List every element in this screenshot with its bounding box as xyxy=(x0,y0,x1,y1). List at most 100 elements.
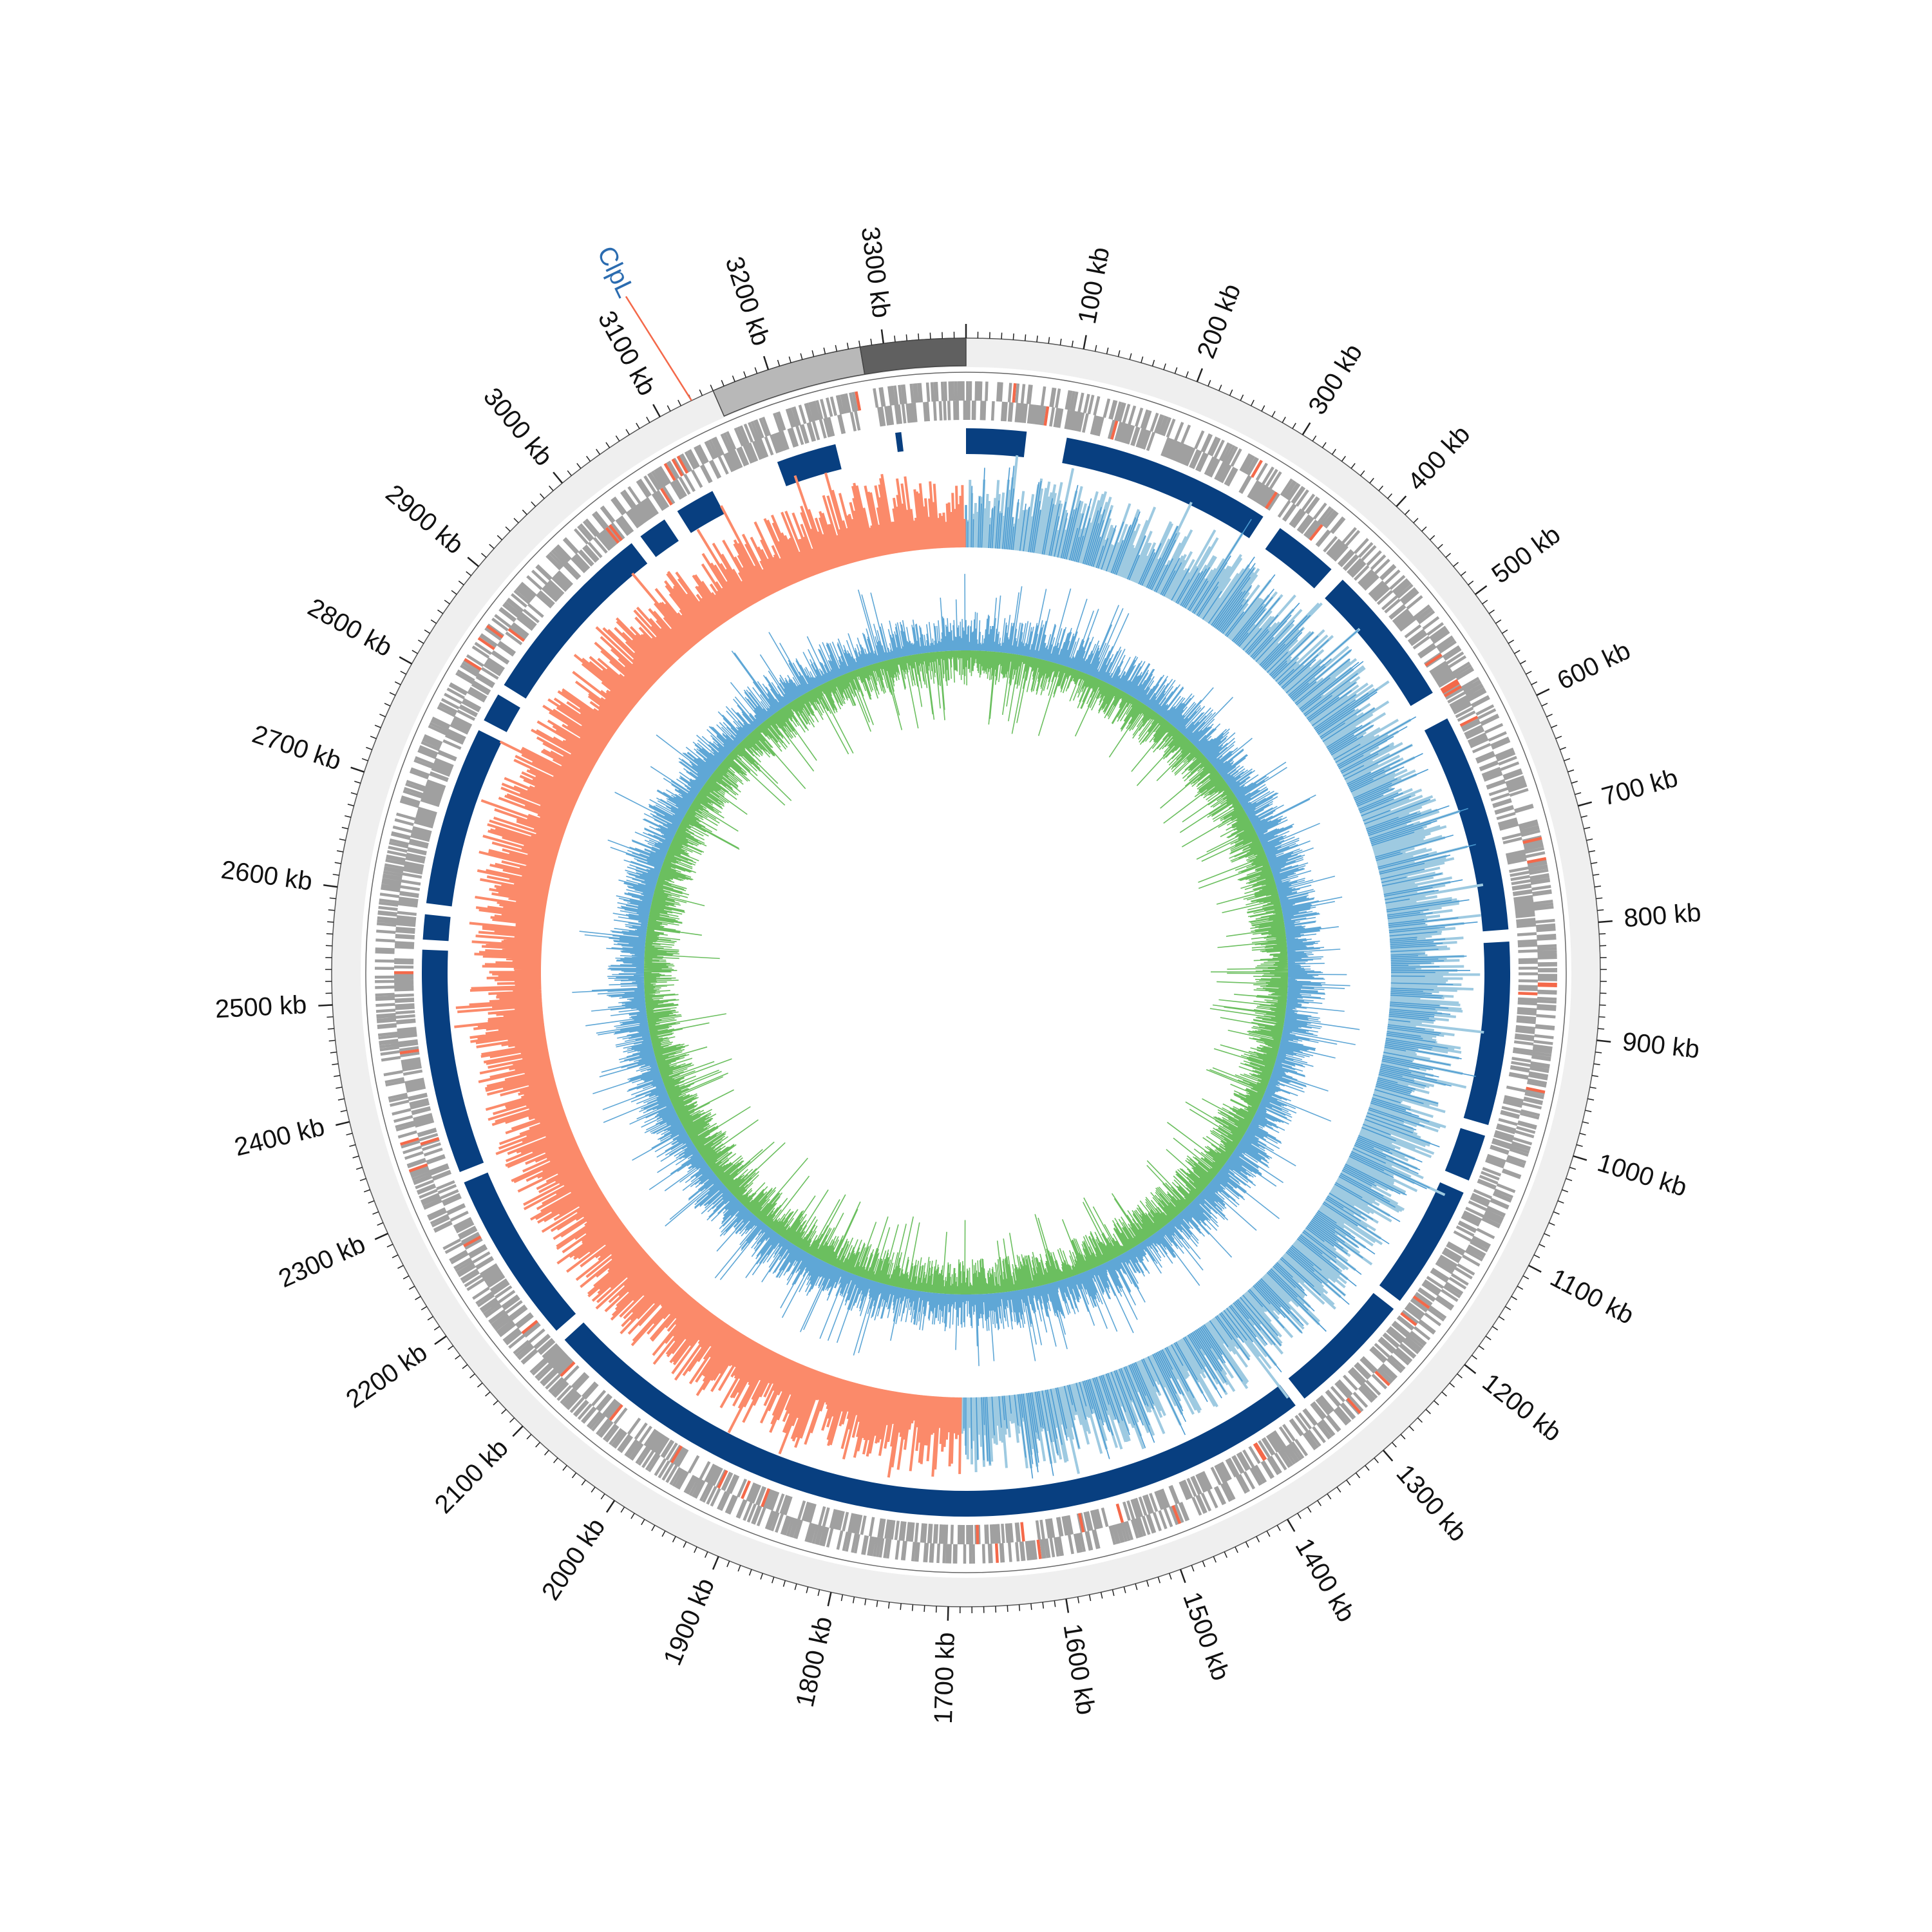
minor-tick xyxy=(1585,1110,1592,1112)
minor-tick xyxy=(571,1472,577,1479)
minor-tick xyxy=(620,1506,625,1513)
minor-tick xyxy=(379,714,386,717)
minor-tick xyxy=(526,1434,532,1440)
minor-tick xyxy=(444,600,450,605)
gc-content-inner xyxy=(643,650,1289,1295)
minor-tick xyxy=(394,681,401,685)
minor-tick xyxy=(1100,1592,1103,1599)
minor-tick xyxy=(1400,1434,1406,1440)
minor-tick xyxy=(667,405,671,412)
minor-tick xyxy=(1502,629,1508,634)
minor-tick xyxy=(864,1598,867,1605)
minor-tick xyxy=(341,826,348,829)
minor-tick xyxy=(1365,1465,1370,1471)
conserved-region-9 xyxy=(1288,1293,1394,1399)
minor-tick xyxy=(1297,1513,1302,1519)
conserved-region-14 xyxy=(426,730,502,907)
tick-label-2000: 2000 kb xyxy=(536,1513,611,1605)
minor-tick xyxy=(1341,455,1346,462)
minor-tick xyxy=(1208,380,1211,386)
minor-tick xyxy=(1580,815,1587,818)
gc-skew-track xyxy=(454,455,1484,1479)
conserved-region-15 xyxy=(484,694,520,732)
minor-tick xyxy=(1094,345,1097,352)
minor-tick xyxy=(355,1166,363,1170)
minor-tick xyxy=(412,650,418,654)
minor-tick xyxy=(1441,1391,1447,1397)
minor-tick xyxy=(1369,478,1374,484)
minor-tick xyxy=(1485,1336,1492,1341)
minor-tick xyxy=(806,1586,809,1593)
minor-tick xyxy=(1457,1373,1463,1379)
tick-label-2800: 2800 kb xyxy=(303,593,397,663)
minor-tick xyxy=(458,580,464,585)
minor-tick xyxy=(336,1086,343,1089)
minor-tick xyxy=(451,590,457,595)
conserved-region-7 xyxy=(1444,1128,1486,1181)
minor-tick xyxy=(1539,1244,1546,1248)
minor-tick xyxy=(1378,485,1384,491)
minor-tick xyxy=(760,1573,763,1580)
minor-tick xyxy=(737,1565,741,1572)
tick-label-3200: 3200 kb xyxy=(720,253,775,349)
minor-tick xyxy=(1591,1075,1598,1077)
minor-tick xyxy=(1224,1551,1227,1558)
major-tick xyxy=(553,471,564,484)
conserved-region-4 xyxy=(1325,580,1433,706)
conserved-region-3 xyxy=(1265,527,1332,589)
minor-tick xyxy=(918,333,920,340)
major-tick xyxy=(652,404,661,417)
minor-tick xyxy=(562,1465,567,1471)
minor-tick xyxy=(1555,735,1562,739)
minor-tick xyxy=(1123,1586,1126,1593)
minor-tick xyxy=(1495,619,1502,624)
minor-tick xyxy=(1331,449,1336,455)
minor-tick xyxy=(548,485,554,491)
minor-tick xyxy=(501,1408,507,1414)
minor-tick xyxy=(1598,1016,1605,1018)
minor-tick xyxy=(782,1580,786,1587)
minor-tick xyxy=(417,639,424,644)
minor-tick xyxy=(743,371,747,378)
major-tick xyxy=(1475,585,1488,595)
tick-label-3000: 3000 kb xyxy=(478,383,558,471)
minor-tick xyxy=(1553,1211,1560,1215)
tick-label-2100: 2100 kb xyxy=(430,1434,514,1519)
minor-tick xyxy=(794,1584,797,1591)
minor-tick xyxy=(377,1222,384,1226)
minor-tick xyxy=(705,1551,708,1558)
gene-feature-track xyxy=(375,381,1558,1564)
minor-tick xyxy=(1185,371,1189,378)
minor-tick xyxy=(1360,470,1365,477)
minor-tick xyxy=(327,1016,334,1018)
minor-tick xyxy=(1421,526,1427,532)
minor-tick xyxy=(1508,639,1515,644)
tick-label-2900: 2900 kb xyxy=(381,479,469,560)
minor-tick xyxy=(1059,338,1062,346)
minor-tick xyxy=(732,375,735,382)
tick-label-1700: 1700 kb xyxy=(929,1632,960,1725)
minor-tick xyxy=(1417,1417,1423,1423)
minor-tick xyxy=(1576,1144,1583,1147)
minor-tick xyxy=(1276,1524,1281,1531)
minor-tick xyxy=(710,384,714,392)
minor-tick xyxy=(497,535,503,540)
minor-tick xyxy=(337,1098,345,1101)
minor-tick xyxy=(328,909,335,911)
minor-tick xyxy=(392,1254,399,1258)
minor-tick xyxy=(1317,1500,1321,1506)
minor-tick xyxy=(576,462,582,469)
minor-tick xyxy=(1584,826,1591,829)
minor-tick xyxy=(586,455,591,462)
minor-tick xyxy=(1566,1178,1573,1182)
minor-tick xyxy=(641,1519,645,1526)
minor-tick xyxy=(1307,1506,1312,1513)
minor-tick xyxy=(1106,347,1109,354)
minor-tick xyxy=(386,1244,393,1248)
minor-tick xyxy=(540,493,545,499)
gene-features-highlight xyxy=(393,383,1557,1563)
minor-tick xyxy=(823,347,826,354)
conserved-region-17 xyxy=(640,519,679,557)
major-tick xyxy=(712,1556,719,1570)
tick-label-900: 900 kb xyxy=(1621,1027,1701,1064)
